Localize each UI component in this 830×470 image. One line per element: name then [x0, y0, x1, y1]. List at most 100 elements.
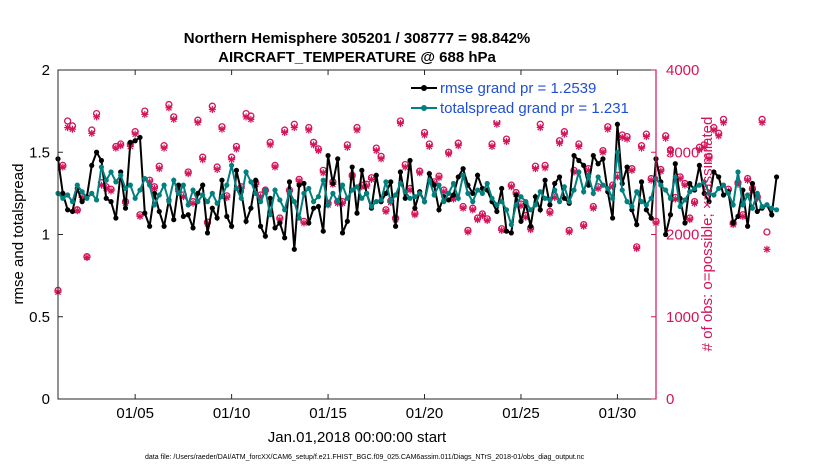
- asterisk-stroke: [305, 127, 312, 134]
- x-axis-label: Jan.01,2018 00:00:00 start: [268, 429, 447, 446]
- totalspread-point: [590, 190, 596, 196]
- totalspread-point: [60, 195, 66, 201]
- rmse-point: [556, 174, 563, 180]
- totalspread-point: [706, 190, 712, 196]
- asterisk-stroke: [508, 183, 515, 190]
- asterisk-stroke: [464, 229, 471, 236]
- totalspread-point: [634, 189, 640, 195]
- rmse-point: [137, 134, 143, 141]
- totalspread-point: [310, 199, 317, 205]
- obs-assimilated-point: [459, 204, 467, 212]
- obs-assimilated-point: [681, 181, 689, 189]
- totalspread-point: [392, 192, 399, 198]
- rmse-point: [282, 235, 288, 241]
- totalspread-point: [764, 202, 770, 208]
- obs-assimilated-point: [310, 141, 318, 149]
- y-tick-label-left: 0: [42, 391, 50, 408]
- totalspread-point: [262, 187, 268, 193]
- obs-assimilated-point: [546, 209, 554, 217]
- obs-assimilated-point: [165, 104, 173, 112]
- asterisk-stroke: [117, 142, 124, 149]
- obs-assimilated-point: [271, 163, 279, 171]
- totalspread-point: [518, 194, 524, 200]
- totalspread-point: [142, 175, 148, 182]
- asterisk-stroke: [170, 116, 177, 123]
- rmse-point: [571, 152, 577, 159]
- totalspread-point: [209, 190, 215, 196]
- totalspread-point: [417, 190, 423, 196]
- obs-assimilated-point: [589, 204, 597, 212]
- totalspread-point: [301, 190, 307, 196]
- asterisk-stroke: [156, 165, 163, 172]
- totalspread-point: [720, 182, 727, 188]
- totalspread-point: [691, 185, 698, 192]
- totalspread-point: [479, 190, 485, 196]
- obs-assimilated-point: [763, 245, 771, 253]
- obs-assimilated-point: [401, 163, 409, 171]
- y-tick-label-right: 4000: [666, 62, 699, 79]
- obs-assimilated-point: [411, 211, 419, 219]
- obs-assimilated-point: [150, 184, 158, 192]
- totalspread-point: [600, 182, 606, 188]
- obs-possible-point: [763, 228, 771, 236]
- obs-assimilated-point: [372, 147, 380, 155]
- rmse-point: [696, 162, 703, 169]
- obs-assimilated-point: [575, 142, 583, 150]
- asterisk-stroke: [59, 164, 66, 171]
- obs-assimilated-point: [155, 165, 163, 173]
- totalspread-point: [195, 199, 201, 205]
- asterisk-stroke: [185, 170, 192, 177]
- obs-assimilated-point: [218, 125, 226, 133]
- asterisk-stroke: [165, 104, 172, 111]
- totalspread-point: [65, 192, 71, 198]
- totalspread-point: [735, 169, 741, 175]
- rmse-point: [373, 172, 379, 178]
- obs-assimilated-point: [377, 155, 385, 163]
- totalspread-point: [156, 192, 162, 198]
- asterisk-stroke: [373, 147, 380, 154]
- rmse-point: [325, 152, 331, 159]
- rmse-point: [320, 228, 326, 234]
- asterisk-stroke: [633, 245, 640, 252]
- totalspread-point: [272, 187, 278, 193]
- asterisk-stroke: [190, 200, 197, 207]
- rmse-point: [494, 208, 500, 215]
- rmse-point: [460, 166, 466, 172]
- rmse-point: [383, 190, 389, 196]
- asterisk-stroke: [619, 134, 626, 141]
- x-tick-label: 01/20: [406, 405, 444, 422]
- asterisk-stroke: [378, 155, 385, 162]
- asterisk-stroke: [247, 116, 254, 123]
- totalspread-point: [291, 199, 297, 205]
- asterisk-stroke: [397, 120, 404, 127]
- totalspread-point: [581, 189, 587, 195]
- asterisk-stroke: [416, 169, 423, 176]
- rmse-point: [171, 217, 177, 223]
- totalspread-point: [489, 195, 495, 201]
- rmse-point: [330, 180, 336, 187]
- asterisk-stroke: [136, 213, 144, 220]
- totalspread-point: [431, 192, 437, 198]
- totalspread-point: [773, 207, 780, 213]
- obs-assimilated-point: [710, 126, 718, 134]
- totalspread-point: [716, 185, 722, 192]
- rmse-point: [175, 182, 182, 188]
- totalspread-point: [171, 177, 177, 183]
- totalspread-point: [566, 199, 572, 205]
- totalspread-point: [624, 199, 630, 205]
- obs-assimilated-point: [59, 163, 67, 171]
- totalspread-point: [711, 192, 717, 198]
- asterisk-stroke: [315, 147, 322, 154]
- totalspread-point: [132, 195, 138, 201]
- totalspread-point: [523, 199, 529, 205]
- asterisk-stroke: [701, 144, 708, 151]
- rmse-point: [508, 230, 514, 236]
- obs-assimilated-point: [666, 148, 674, 156]
- obs-assimilated-point: [720, 119, 728, 127]
- obs-assimilated-point: [73, 207, 81, 215]
- rmse-point: [69, 208, 76, 215]
- obs-assimilated-point: [382, 207, 390, 215]
- obs-assimilated-point: [435, 174, 443, 182]
- obs-assimilated-point: [247, 115, 255, 123]
